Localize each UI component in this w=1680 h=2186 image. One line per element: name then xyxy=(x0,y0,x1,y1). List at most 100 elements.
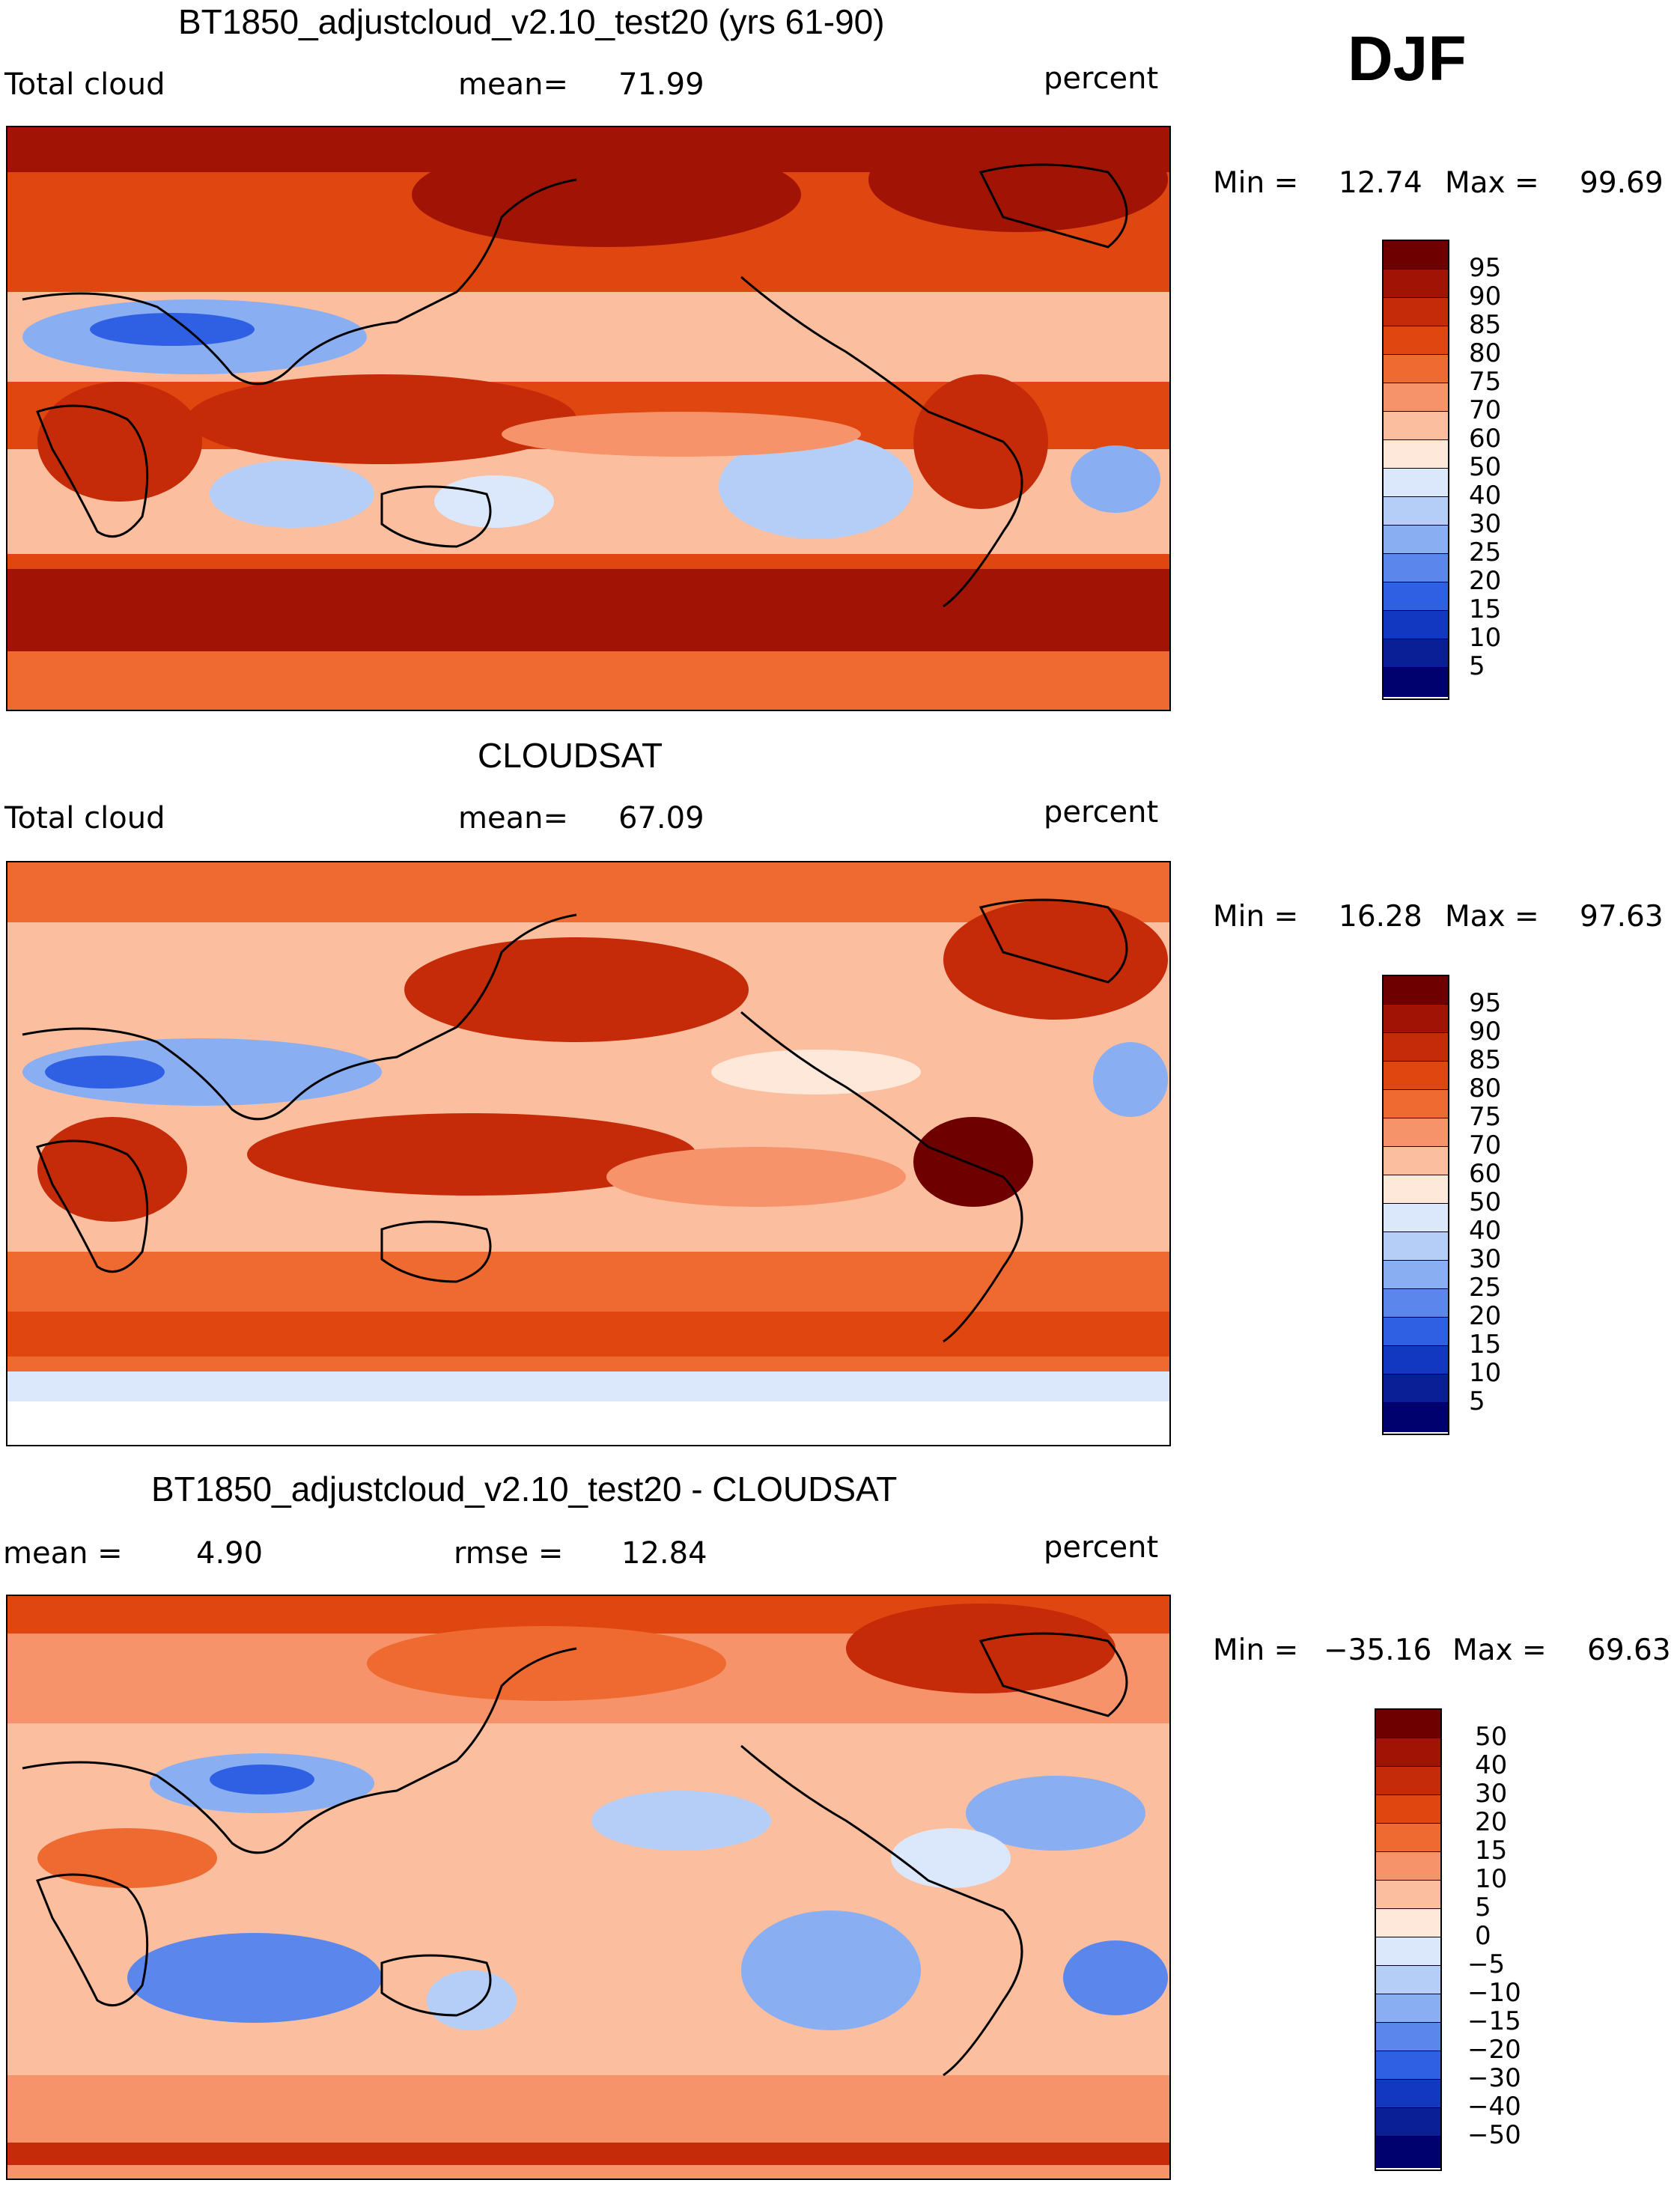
panel2-mean-label: mean= xyxy=(458,801,568,835)
panel2-colorbar-swatch xyxy=(1384,1346,1448,1374)
panel3-colorbar-swatch xyxy=(1376,2023,1440,2051)
panel3-map-field xyxy=(7,1596,1169,2179)
panel1-colorbar-swatch xyxy=(1384,412,1448,440)
panel3-colorbar-swatch xyxy=(1376,1966,1440,1994)
panel1-colorbar xyxy=(1382,240,1449,700)
panel1-colorbar-swatch xyxy=(1384,497,1448,526)
panel3-colorbar-swatch xyxy=(1376,2108,1440,2137)
panel3-colorbar-swatch xyxy=(1376,1795,1440,1824)
panel3-colorbar-swatch xyxy=(1376,2051,1440,2080)
panel3-colorbar-swatch xyxy=(1376,1994,1440,2023)
panel1-colorbar-label: 15 xyxy=(1469,594,1502,624)
panel3-colorbar-label: −40 xyxy=(1467,2092,1521,2122)
panel3-colorbar-label: 15 xyxy=(1475,1836,1508,1866)
panel3-colorbar-swatch xyxy=(1376,1852,1440,1881)
panel3-colorbar-label: 0 xyxy=(1475,1921,1491,1951)
panel2-colorbar-swatch xyxy=(1384,1204,1448,1232)
panel1-colorbar-swatch xyxy=(1384,668,1448,697)
panel3-min-value: −35.16 xyxy=(1324,1634,1432,1667)
panel1-mean-value: 71.99 xyxy=(618,67,704,102)
panel3-colorbar-swatch xyxy=(1376,2137,1440,2168)
panel2-colorbar-swatch xyxy=(1384,1062,1448,1090)
panel2-colorbar-label: 40 xyxy=(1469,1216,1502,1246)
panel1-colorbar-label: 40 xyxy=(1469,481,1502,511)
panel3-units: percent xyxy=(1044,1530,1159,1565)
panel3-rmse-label: rmse = xyxy=(454,1536,564,1571)
panel3-colorbar-swatch xyxy=(1376,1767,1440,1795)
panel2-colorbar-label: 95 xyxy=(1469,988,1502,1018)
panel3-colorbar-label: 40 xyxy=(1475,1750,1508,1780)
panel1-colorbar-swatch xyxy=(1384,469,1448,497)
panel3-colorbar-label: −15 xyxy=(1467,2006,1521,2036)
panel2-min-value: 16.28 xyxy=(1339,900,1422,934)
panel3-colorbar-label: 20 xyxy=(1475,1807,1508,1837)
panel2-mean-value: 67.09 xyxy=(618,801,704,835)
panel2-colorbar-label: 30 xyxy=(1469,1244,1502,1274)
panel3-mean-label: mean = xyxy=(3,1536,123,1571)
panel1-colorbar-swatch xyxy=(1384,526,1448,554)
panel2-colorbar-swatch xyxy=(1384,1374,1448,1403)
panel1-variable-label: Total cloud xyxy=(4,67,165,102)
panel2-colorbar-label: 50 xyxy=(1469,1187,1502,1217)
panel3-map xyxy=(6,1595,1171,2180)
panel3-colorbar-label: −50 xyxy=(1467,2120,1521,2150)
panel3-colorbar-label: 10 xyxy=(1475,1864,1508,1894)
season-label: DJF xyxy=(1348,23,1467,94)
panel2-colorbar-swatch xyxy=(1384,1403,1448,1432)
panel1-colorbar-swatch xyxy=(1384,440,1448,469)
panel2-variable-label: Total cloud xyxy=(4,801,165,835)
panel1-title: BT1850_adjustcloud_v2.10_test20 (yrs 61-… xyxy=(178,2,885,41)
panel2-colorbar-label: 90 xyxy=(1469,1017,1502,1047)
panel2-colorbar-swatch xyxy=(1384,1033,1448,1062)
panel2-colorbar-label: 5 xyxy=(1469,1386,1485,1416)
panel1-colorbar-swatch xyxy=(1384,611,1448,639)
panel3-colorbar-swatch xyxy=(1376,1881,1440,1909)
panel3-colorbar-label: −10 xyxy=(1467,1978,1521,2008)
panel2-units: percent xyxy=(1044,795,1159,829)
panel1-min-value: 12.74 xyxy=(1339,166,1422,200)
panel3-colorbar-swatch xyxy=(1376,2080,1440,2108)
panel1-colorbar-label: 10 xyxy=(1469,623,1502,653)
panel1-colorbar-label: 20 xyxy=(1469,566,1502,596)
panel1-colorbar-swatch xyxy=(1384,582,1448,611)
panel2-colorbar-label: 70 xyxy=(1469,1130,1502,1160)
panel1-colorbar-swatch xyxy=(1384,270,1448,298)
panel2-colorbar-label: 25 xyxy=(1469,1273,1502,1303)
panel2-colorbar-swatch xyxy=(1384,1289,1448,1318)
panel2-colorbar-swatch xyxy=(1384,1118,1448,1147)
panel2-max-label: Max = xyxy=(1445,900,1539,934)
panel1-map-field xyxy=(7,127,1169,710)
panel3-colorbar-swatch xyxy=(1376,1710,1440,1738)
panel2-map-field xyxy=(7,862,1169,1445)
panel3-colorbar-label: 30 xyxy=(1475,1779,1508,1809)
panel2-max-value: 97.63 xyxy=(1580,900,1664,934)
panel1-colorbar-label: 90 xyxy=(1469,281,1502,311)
panel2-colorbar-swatch xyxy=(1384,1005,1448,1033)
panel1-colorbar-swatch xyxy=(1384,639,1448,668)
panel2-colorbar-swatch xyxy=(1384,976,1448,1005)
panel2-colorbar-label: 60 xyxy=(1469,1159,1502,1189)
panel2-colorbar-label: 15 xyxy=(1469,1330,1502,1360)
panel3-colorbar-label: −5 xyxy=(1467,1949,1506,1979)
panel1-max-value: 99.69 xyxy=(1580,166,1664,200)
panel3-colorbar-swatch xyxy=(1376,1937,1440,1966)
panel1-units: percent xyxy=(1044,61,1159,96)
panel1-min-label: Min = xyxy=(1213,166,1299,200)
panel1-colorbar-swatch xyxy=(1384,355,1448,383)
panel1-colorbar-label: 60 xyxy=(1469,424,1502,454)
panel2-map xyxy=(6,861,1171,1446)
panel2-title: CLOUDSAT xyxy=(478,736,663,775)
panel1-max-label: Max = xyxy=(1445,166,1539,200)
panel1-colorbar-swatch xyxy=(1384,298,1448,326)
panel1-map xyxy=(6,126,1171,711)
panel3-colorbar-label: −30 xyxy=(1467,2063,1521,2093)
panel2-colorbar-label: 85 xyxy=(1469,1045,1502,1075)
panel3-max-value: 69.63 xyxy=(1587,1634,1671,1667)
panel2-colorbar xyxy=(1382,975,1449,1435)
panel2-colorbar-label: 10 xyxy=(1469,1358,1502,1388)
panel3-mean-value: 4.90 xyxy=(196,1536,264,1571)
panel1-colorbar-swatch xyxy=(1384,383,1448,412)
panel1-colorbar-label: 5 xyxy=(1469,651,1485,681)
panel2-colorbar-swatch xyxy=(1384,1090,1448,1118)
panel3-colorbar-swatch xyxy=(1376,1824,1440,1852)
